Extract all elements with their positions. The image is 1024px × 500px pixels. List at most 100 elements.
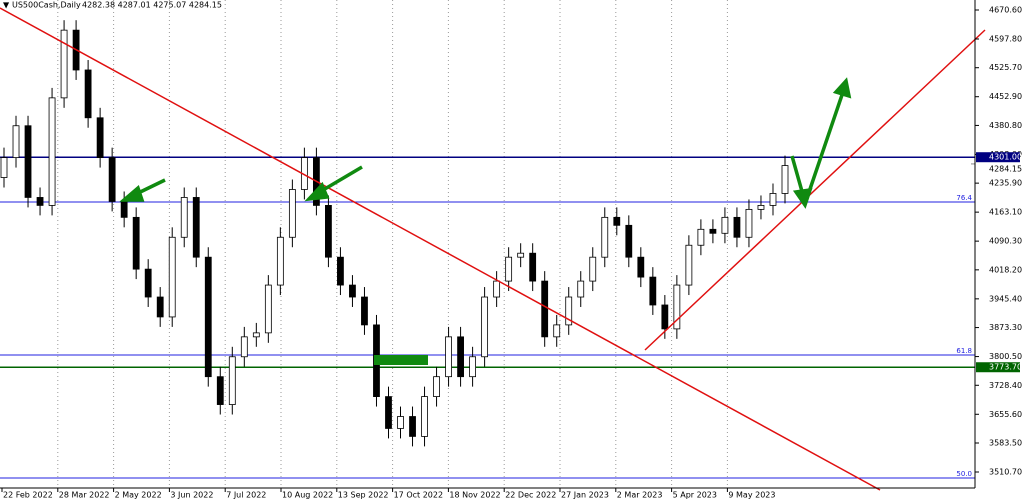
candle-body — [649, 276, 657, 306]
candle-body — [529, 252, 537, 282]
candle-body — [493, 280, 501, 298]
fib-label: 61.8 — [956, 347, 972, 355]
x-tick-label: 27 Jan 2023 — [561, 491, 609, 500]
candle-body — [625, 224, 633, 258]
candle-body — [685, 244, 693, 286]
x-tick-label: 5 Apr 2023 — [673, 491, 717, 500]
candles — [0, 20, 789, 447]
uptrend-line — [644, 29, 986, 351]
candle-body — [337, 256, 344, 286]
arrow-head — [119, 184, 145, 202]
candle-body — [276, 236, 284, 286]
candle-body — [60, 29, 68, 99]
candle-body — [204, 256, 212, 378]
x-tick-label: 10 Aug 2022 — [282, 491, 333, 500]
candle-body — [433, 376, 440, 397]
level-label-box — [976, 362, 1020, 373]
candle-body — [781, 165, 789, 194]
candle-body — [240, 336, 248, 358]
fib-label: 76.4 — [956, 194, 972, 202]
ohlc-text: 4282.38 4287.01 4275.07 4284.15 — [82, 1, 222, 10]
arrow-head — [304, 181, 330, 202]
candle-body — [349, 284, 356, 298]
candle-body — [0, 157, 8, 178]
candle-body — [132, 216, 140, 270]
candle-body — [445, 336, 452, 378]
y-tick-label: 4235.90 — [989, 179, 1022, 188]
x-tick-label: 28 Mar 2022 — [59, 491, 110, 500]
arrow — [790, 155, 805, 196]
candle-body — [264, 284, 272, 334]
fib-label: 50.0 — [956, 470, 972, 478]
candle-body — [180, 197, 188, 238]
x-tick-label: 7 Jul 2022 — [226, 491, 266, 500]
candle-body — [541, 280, 549, 338]
candle-body — [96, 117, 104, 159]
arrow — [806, 91, 845, 196]
y-tick-label: 4018.20 — [989, 265, 1022, 274]
y-tick-label: 4380.80 — [989, 121, 1022, 130]
y-tick-label: 3728.40 — [989, 381, 1022, 390]
candle-body — [156, 296, 164, 318]
candle-body — [733, 216, 741, 238]
y-tick-label: 3655.60 — [989, 410, 1022, 419]
support-zone — [374, 355, 428, 365]
x-tick-label: 22 Feb 2022 — [3, 491, 53, 500]
candle-body — [325, 205, 332, 258]
candle-body — [553, 324, 561, 338]
x-tick-label: 13 Sep 2022 — [338, 491, 389, 500]
candle-body — [589, 256, 597, 282]
candle-body — [144, 268, 152, 298]
y-tick-label: 3583.50 — [989, 438, 1022, 447]
arrows — [119, 77, 852, 209]
x-tick-label: 22 Dec 2022 — [505, 491, 556, 500]
x-tick-label: 17 Oct 2022 — [394, 491, 443, 500]
candle-body — [84, 69, 92, 119]
candle-body — [252, 332, 260, 338]
candle-body — [697, 228, 705, 246]
candle-body — [108, 157, 116, 202]
y-tick-label: 3945.40 — [989, 294, 1022, 303]
candle-body — [721, 216, 729, 234]
candle-body — [192, 197, 200, 258]
y-tick-label: 4090.30 — [989, 237, 1022, 246]
y-tick-label: 4525.70 — [989, 63, 1022, 72]
candle-body — [757, 205, 765, 210]
level-label: 4301.00 — [989, 153, 1022, 162]
downtrend-line — [0, 7, 881, 491]
candle-body — [24, 125, 32, 198]
candle-body — [48, 97, 56, 206]
candle-body — [361, 296, 368, 326]
levels: 76.4 61.8 50.0 — [0, 156, 975, 479]
candle-body — [481, 296, 489, 358]
x-tick-label: 3 Jun 2022 — [170, 491, 213, 500]
candle-body — [577, 280, 585, 298]
candle-body — [637, 256, 645, 278]
x-tick-label: 2 Mar 2023 — [617, 491, 663, 500]
level-label-box — [976, 152, 1020, 163]
candle-body — [505, 256, 513, 282]
y-tick-label: 4452.90 — [989, 92, 1022, 101]
candle-body — [709, 228, 717, 234]
candle-body — [613, 216, 621, 226]
candle-body — [457, 336, 464, 378]
candle-body — [228, 356, 236, 405]
candle-body — [601, 216, 609, 258]
candle-body — [397, 416, 404, 429]
candle-body — [517, 252, 525, 258]
axes: 4670.604597.804525.704452.904380.804308.… — [1, 5, 1022, 500]
candle-body — [565, 296, 573, 326]
candle-body — [469, 356, 477, 378]
candle-body — [288, 189, 296, 238]
candle-body — [673, 284, 681, 330]
candle-body — [385, 396, 392, 429]
x-tick-label: 9 May 2023 — [728, 491, 775, 500]
candle-body — [12, 125, 20, 159]
candle-body — [421, 396, 428, 437]
candle-body — [36, 197, 44, 206]
candle-body — [409, 416, 416, 437]
level-label: 3773.70 — [989, 363, 1022, 372]
candle-body — [120, 201, 128, 218]
